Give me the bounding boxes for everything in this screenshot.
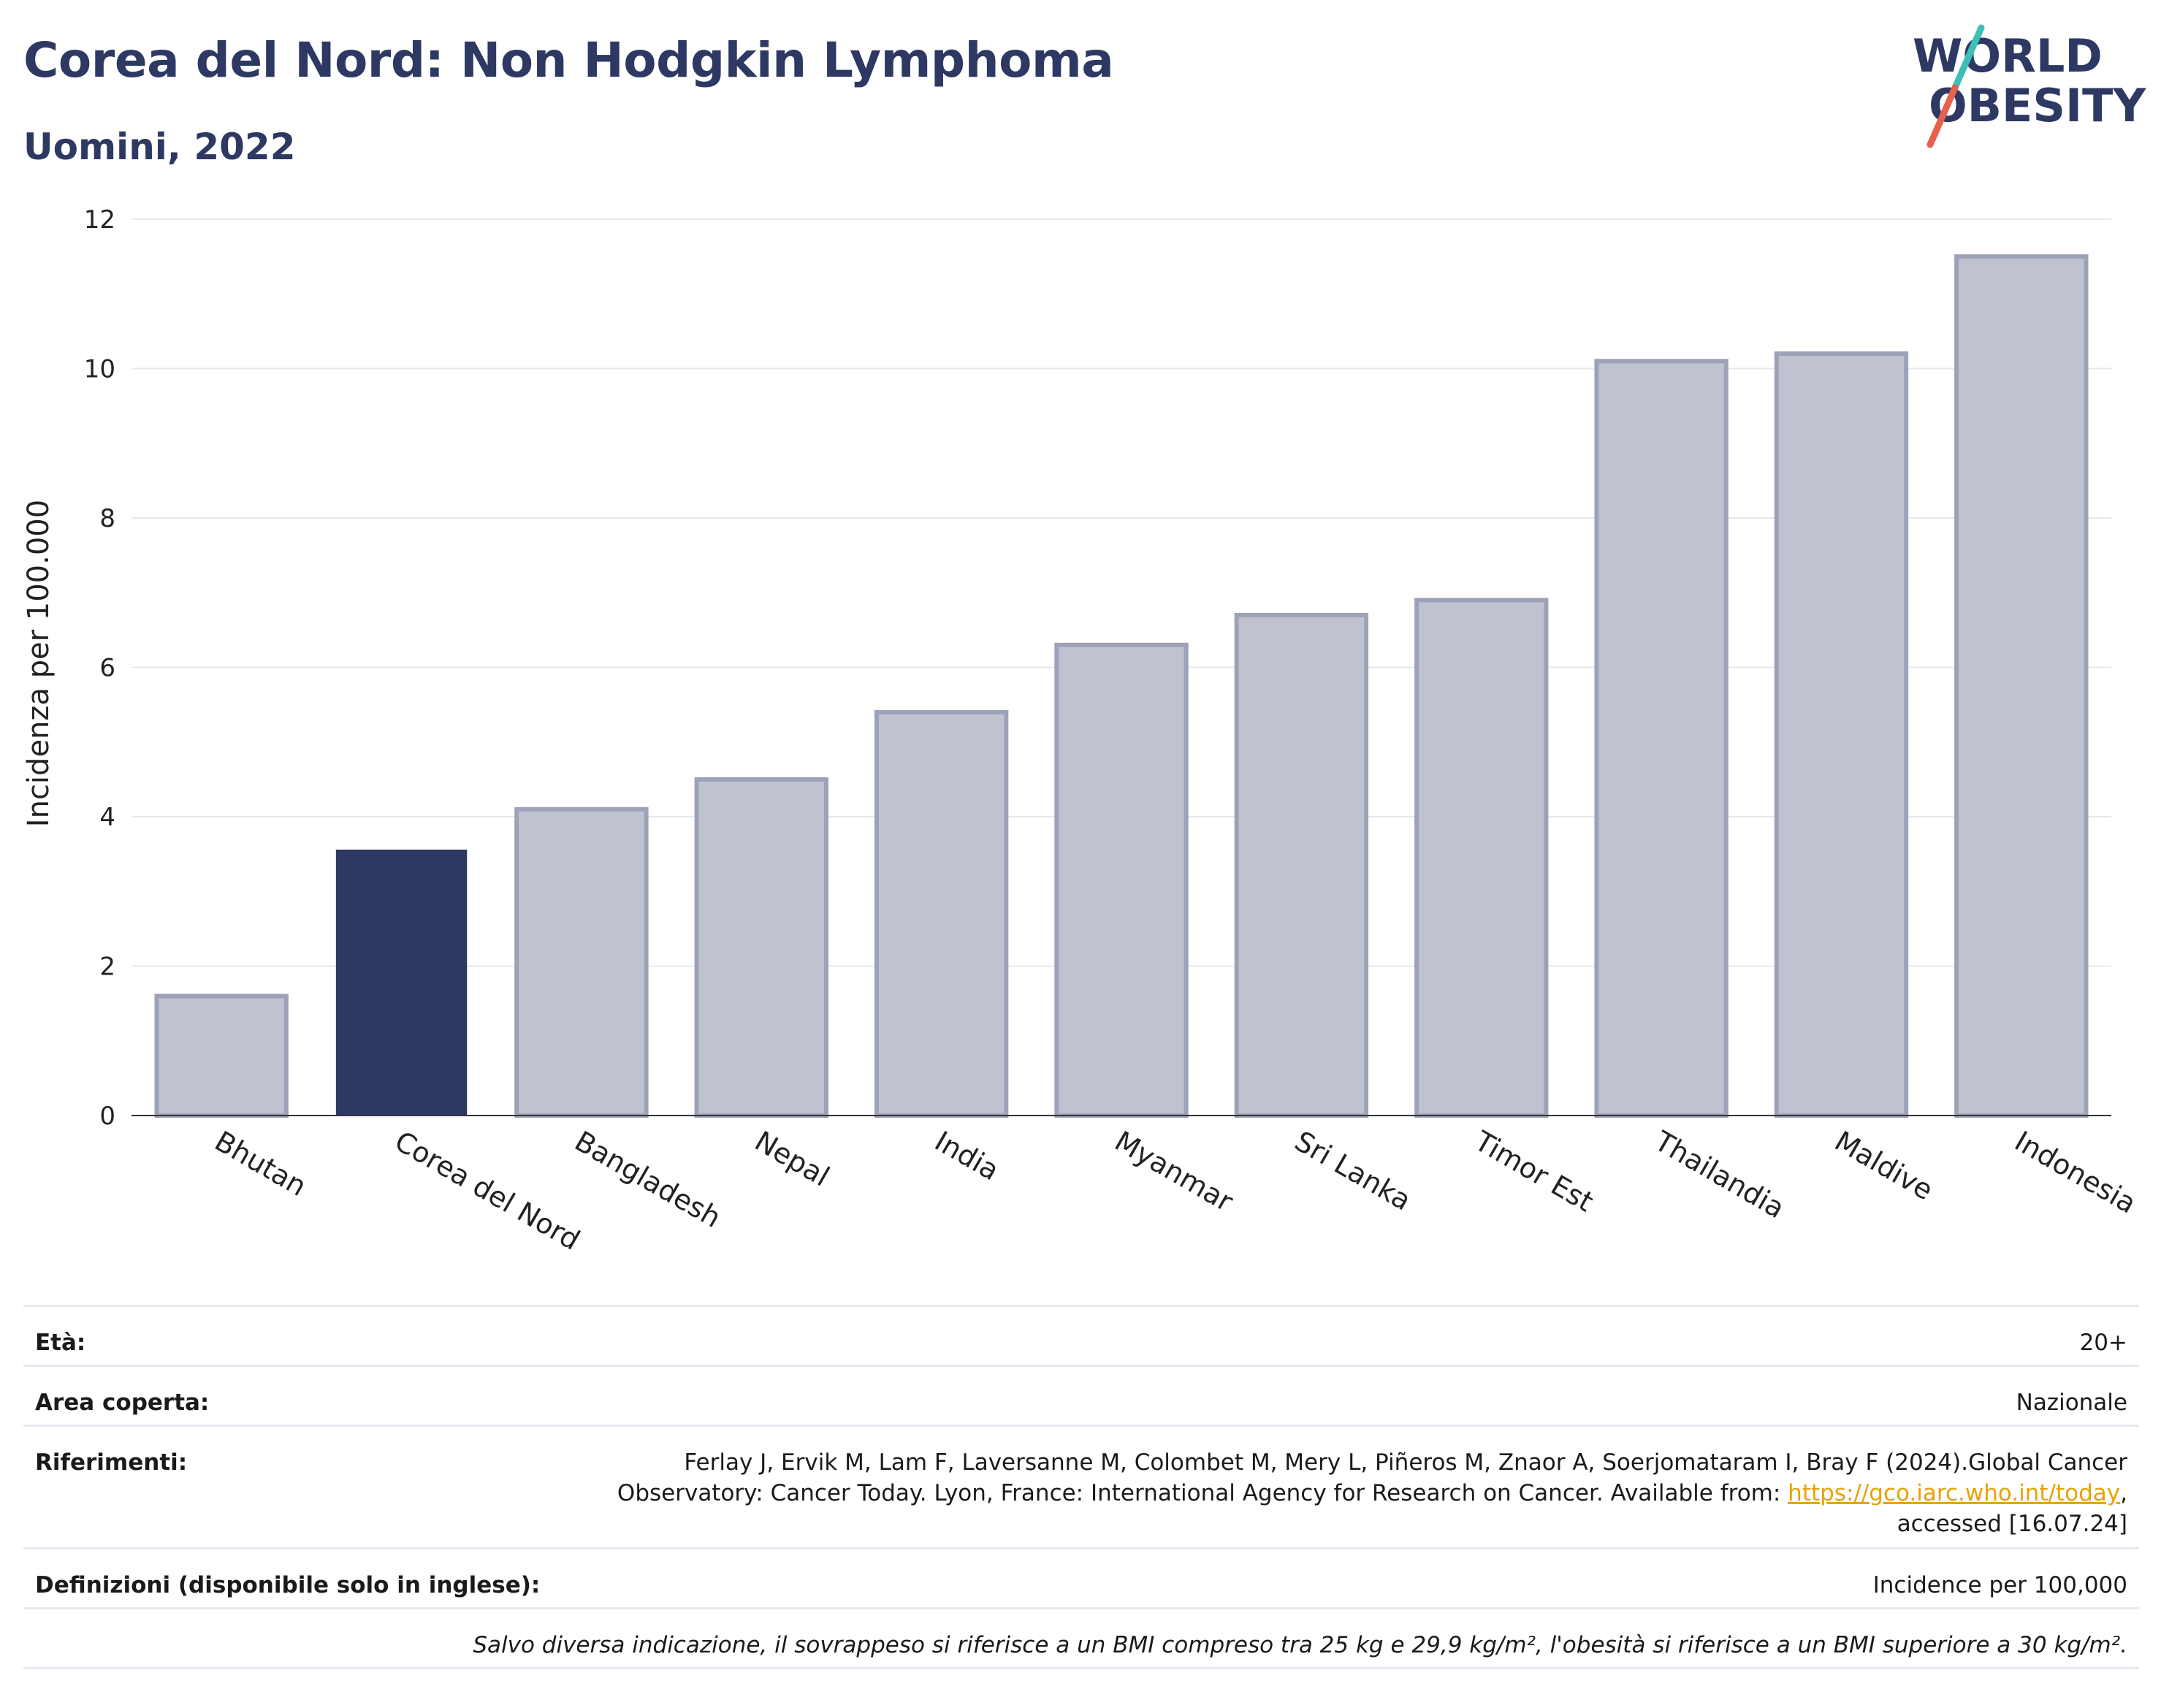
x-tick-label: Timor Est (1468, 1124, 1598, 1218)
info-row-age: Età: 20+ (23, 1305, 2139, 1365)
y-tick-label: 0 (99, 1102, 115, 1131)
x-tick-label: Sri Lanka (1289, 1125, 1417, 1217)
info-row-note: Salvo diversa indicazione, il sovrappeso… (23, 1607, 2139, 1667)
y-tick-label: 10 (84, 355, 115, 384)
references-label: Riferimenti: (35, 1449, 188, 1476)
logo-slash-top (1951, 24, 1985, 91)
y-tick-label: 6 (99, 654, 115, 683)
bar-corea-del-nord (335, 850, 468, 1116)
x-tick-label: Indonesia (2009, 1125, 2141, 1220)
bar-bangladesh (514, 807, 649, 1118)
references-accessed: , accessed [16.07.24] (1897, 1480, 2127, 1537)
x-tick-label: Nepal (750, 1125, 835, 1193)
references-value: Ferlay J, Ervik M, Lam F, Laversanne M, … (535, 1447, 2127, 1539)
info-row-references: Riferimenti: Ferlay J, Ervik M, Lam F, L… (23, 1425, 2139, 1547)
bar-nepal (694, 777, 828, 1118)
y-axis-ticks: 0 2 4 6 8 10 12 (84, 205, 115, 1131)
info-row-definitions: Definizioni (disponibile solo in inglese… (23, 1547, 2139, 1607)
logo-line-2: OBESITY (1929, 79, 2146, 132)
references-text: Ferlay J, Ervik M, Lam F, Laversanne M, … (617, 1449, 2127, 1506)
bar-indonesia (1954, 254, 2089, 1118)
y-tick-label: 8 (99, 504, 115, 533)
bar-chart: 0 2 4 6 8 10 12 Bhutan Corea del NordBangladesh… (22, 205, 2142, 1257)
x-tick-label: Thailandia (1649, 1124, 1791, 1224)
bottom-divider (23, 1667, 2139, 1669)
y-tick-label: 12 (84, 205, 115, 235)
info-row-area: Area coperta: Nazionale (23, 1365, 2139, 1425)
x-tick-label: Bangladesh (569, 1125, 726, 1235)
chart-title: Corea del Nord: Non Hodgkin Lymphoma (23, 32, 1114, 88)
chart-subtitle: Uomini, 2022 (23, 126, 296, 168)
y-tick-label: 4 (99, 803, 115, 832)
area-value: Nazionale (2016, 1389, 2127, 1416)
x-tick-label: Bhutan (210, 1125, 312, 1202)
age-label: Età: (35, 1330, 86, 1356)
x-tick-label: Myanmar (1110, 1125, 1239, 1219)
definitions-label: Definizioni (disponibile solo in inglese… (35, 1572, 541, 1598)
references-link[interactable]: https://gco.iarc.who.int/today (1788, 1480, 2121, 1506)
age-value: 20+ (2079, 1330, 2127, 1356)
footnote: Salvo diversa indicazione, il sovrappeso… (473, 1632, 2127, 1658)
y-axis-title: Incidenza per 100.000 (22, 500, 56, 827)
bar-india (874, 709, 1009, 1118)
bars (154, 254, 2089, 1118)
bar-bhutan (154, 994, 289, 1118)
x-tick-label: Corea del Nord (389, 1125, 585, 1257)
bar-timor-est (1414, 598, 1549, 1118)
bar-sri-lanka (1234, 612, 1369, 1118)
area-label: Area coperta: (35, 1389, 210, 1416)
x-tick-label: Maldive (1829, 1125, 1938, 1207)
y-tick-label: 2 (99, 953, 115, 982)
world-obesity-logo: WORLD OBESITY (1913, 24, 2146, 148)
logo-slash-bottom (1926, 84, 1959, 148)
bar-maldive (1774, 351, 1909, 1118)
info-table: Età: 20+ Area coperta: Nazionale Riferim… (23, 1305, 2139, 1669)
logo-line-1: WORLD (1913, 29, 2103, 83)
definitions-value: Incidence per 100,000 (1872, 1572, 2127, 1598)
bar-thailandia (1594, 359, 1729, 1118)
x-tick-label: India (929, 1125, 1005, 1187)
bar-myanmar (1054, 642, 1189, 1118)
